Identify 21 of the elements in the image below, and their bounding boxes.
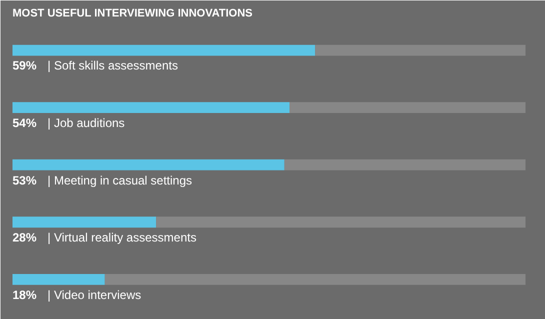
data-label: 59% [12, 58, 37, 73]
y-tick-label: | Video interviews [48, 288, 142, 302]
bar [12, 216, 156, 228]
bar [12, 274, 105, 285]
y-tick-label: | Job auditions [48, 116, 125, 130]
bar [284, 159, 526, 170]
data-label: 28% [12, 230, 37, 245]
bar [12, 159, 284, 170]
data-label: 53% [12, 173, 37, 188]
y-tick-label: | Soft skills assessments [48, 58, 178, 73]
bar [12, 102, 290, 113]
data-label: 54% [12, 116, 37, 130]
chart-title: MOST USEFUL INTERVIEWING INNOVATIONS [12, 8, 252, 20]
bar [12, 44, 316, 56]
bar [290, 102, 526, 113]
y-tick-label: | Virtual reality assessments [48, 230, 196, 245]
bar [104, 274, 526, 285]
bar [156, 216, 526, 228]
bar [315, 44, 526, 56]
data-label: 18% [12, 288, 37, 302]
y-tick-label: | Meeting in casual settings [48, 173, 192, 188]
